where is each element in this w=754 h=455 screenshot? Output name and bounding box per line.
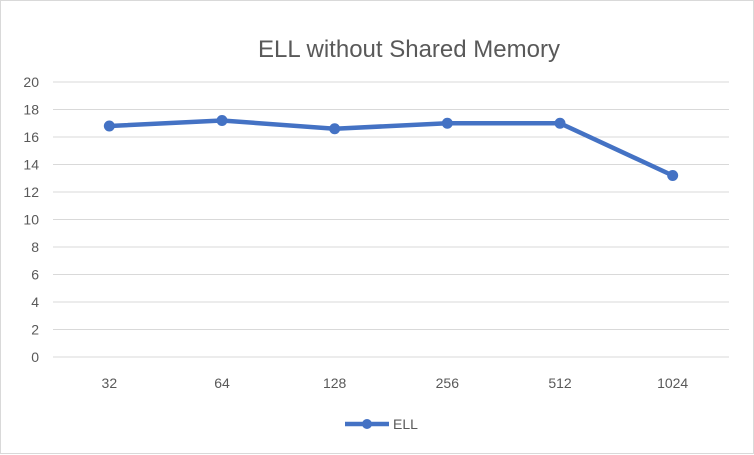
legend-marker: [362, 419, 372, 429]
y-tick-label: 20: [23, 74, 39, 90]
y-tick-label: 6: [31, 267, 39, 283]
x-tick-label: 32: [102, 375, 118, 391]
x-tick-label: 128: [323, 375, 347, 391]
data-point: [216, 115, 228, 126]
y-tick-label: 2: [31, 322, 39, 338]
data-point: [441, 117, 453, 129]
gridlines: [53, 81, 729, 358]
data-point: [554, 117, 566, 129]
y-tick-label: 8: [31, 239, 39, 255]
y-tick-label: 14: [23, 157, 39, 173]
data-point: [103, 120, 115, 132]
y-tick-label: 10: [23, 212, 39, 228]
legend-label: ELL: [393, 416, 418, 432]
data-point: [667, 170, 679, 181]
data-point: [329, 123, 341, 135]
x-tick-label: 512: [548, 375, 572, 391]
x-tick-label: 64: [214, 375, 230, 391]
x-tick-label: 1024: [657, 375, 688, 391]
y-tick-label: 18: [23, 102, 39, 118]
series-line: [107, 118, 675, 178]
y-tick-label: 16: [23, 129, 39, 145]
chart-title: ELL without Shared Memory: [258, 36, 560, 63]
legend: ELL: [345, 416, 418, 432]
x-axis-ticks: 32 64 128 256 512 1024: [102, 375, 689, 391]
series-layer: [103, 115, 679, 181]
y-tick-label: 4: [31, 294, 39, 310]
x-tick-label: 256: [436, 375, 460, 391]
y-tick-label: 12: [23, 184, 39, 200]
y-tick-label: 0: [31, 349, 39, 365]
y-axis-ticks: 0 2 4 6 8 10 12 14 16 18 20: [23, 74, 39, 365]
